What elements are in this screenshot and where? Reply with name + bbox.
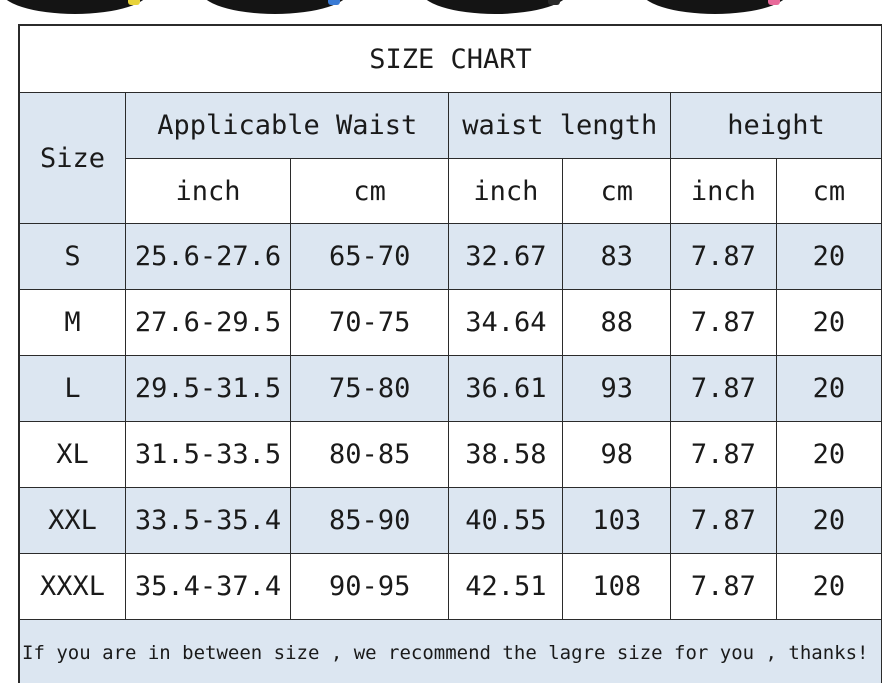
height-inch-cell: 7.87 xyxy=(670,223,777,290)
table-row: S 25.6-27.6 65-70 32.67 83 7.87 20 xyxy=(20,223,882,290)
length-cm-cell: 88 xyxy=(562,289,672,356)
table-row: XXXL 35.4-37.4 90-95 42.51 108 7.87 20 xyxy=(20,553,882,620)
waist-inch-cell: 31.5-33.5 xyxy=(125,421,291,488)
table-row: M 27.6-29.5 70-75 34.64 88 7.87 20 xyxy=(20,289,882,356)
color-accent xyxy=(768,0,780,5)
length-inch-cell: 38.58 xyxy=(448,421,564,488)
length-cm-cell: 93 xyxy=(562,355,672,422)
height-cm-cell: 20 xyxy=(775,553,882,620)
unit-header: cm xyxy=(562,158,672,224)
size-cell: XL xyxy=(20,421,127,488)
table-row: L 29.5-31.5 75-80 36.61 93 7.87 20 xyxy=(20,355,882,422)
unit-header: cm xyxy=(775,158,882,224)
waist-cm-cell: 90-95 xyxy=(289,553,450,620)
height-inch-cell: 7.87 xyxy=(670,355,777,422)
table-row: XXL 33.5-35.4 85-90 40.55 103 7.87 20 xyxy=(20,487,882,554)
waist-inch-cell: 35.4-37.4 xyxy=(125,553,291,620)
size-chart: SIZE CHART Size Applicable Waist waist l… xyxy=(18,24,882,683)
height-cm-cell: 20 xyxy=(775,421,882,488)
size-cell: XXL xyxy=(20,487,127,554)
height-cm-cell: 20 xyxy=(775,487,882,554)
height-cm-cell: 20 xyxy=(775,223,882,290)
height-inch-cell: 7.87 xyxy=(670,289,777,356)
unit-header: cm xyxy=(289,158,450,224)
height-inch-cell: 7.87 xyxy=(670,421,777,488)
waist-cm-cell: 70-75 xyxy=(289,289,450,356)
color-accent xyxy=(548,0,560,5)
product-image-strip xyxy=(0,0,882,26)
waist-inch-cell: 25.6-27.6 xyxy=(125,223,291,290)
waist-inch-cell: 29.5-31.5 xyxy=(125,355,291,422)
length-inch-cell: 40.55 xyxy=(448,487,564,554)
unit-header: inch xyxy=(448,158,564,224)
color-accent xyxy=(128,0,140,5)
header-height: height xyxy=(670,92,882,159)
height-cm-cell: 20 xyxy=(775,289,882,356)
height-cm-cell: 20 xyxy=(775,355,882,422)
chart-title: SIZE CHART xyxy=(20,26,882,93)
size-cell: XXXL xyxy=(20,553,127,620)
waist-cm-cell: 75-80 xyxy=(289,355,450,422)
waist-cm-cell: 85-90 xyxy=(289,487,450,554)
unit-header: inch xyxy=(125,158,291,224)
length-cm-cell: 108 xyxy=(562,553,672,620)
header-waist-length: waist length xyxy=(448,92,672,159)
length-inch-cell: 36.61 xyxy=(448,355,564,422)
product-thumbnail xyxy=(0,0,150,14)
length-inch-cell: 34.64 xyxy=(448,289,564,356)
product-thumbnail xyxy=(200,0,350,14)
unit-header: inch xyxy=(670,158,777,224)
height-inch-cell: 7.87 xyxy=(670,553,777,620)
product-thumbnail xyxy=(640,0,790,14)
length-cm-cell: 83 xyxy=(562,223,672,290)
size-recommendation-note: If you are in between size , we recommen… xyxy=(20,619,882,683)
waist-inch-cell: 33.5-35.4 xyxy=(125,487,291,554)
height-inch-cell: 7.87 xyxy=(670,487,777,554)
table-row: XL 31.5-33.5 80-85 38.58 98 7.87 20 xyxy=(20,421,882,488)
length-cm-cell: 98 xyxy=(562,421,672,488)
waist-cm-cell: 80-85 xyxy=(289,421,450,488)
size-chart-table: SIZE CHART Size Applicable Waist waist l… xyxy=(20,26,882,683)
header-size: Size xyxy=(20,92,127,224)
color-accent xyxy=(328,0,340,5)
size-cell: S xyxy=(20,223,127,290)
length-cm-cell: 103 xyxy=(562,487,672,554)
waist-inch-cell: 27.6-29.5 xyxy=(125,289,291,356)
waist-cm-cell: 65-70 xyxy=(289,223,450,290)
size-cell: L xyxy=(20,355,127,422)
header-applicable-waist: Applicable Waist xyxy=(125,92,450,159)
length-inch-cell: 42.51 xyxy=(448,553,564,620)
product-thumbnail xyxy=(420,0,570,14)
size-cell: M xyxy=(20,289,127,356)
length-inch-cell: 32.67 xyxy=(448,223,564,290)
